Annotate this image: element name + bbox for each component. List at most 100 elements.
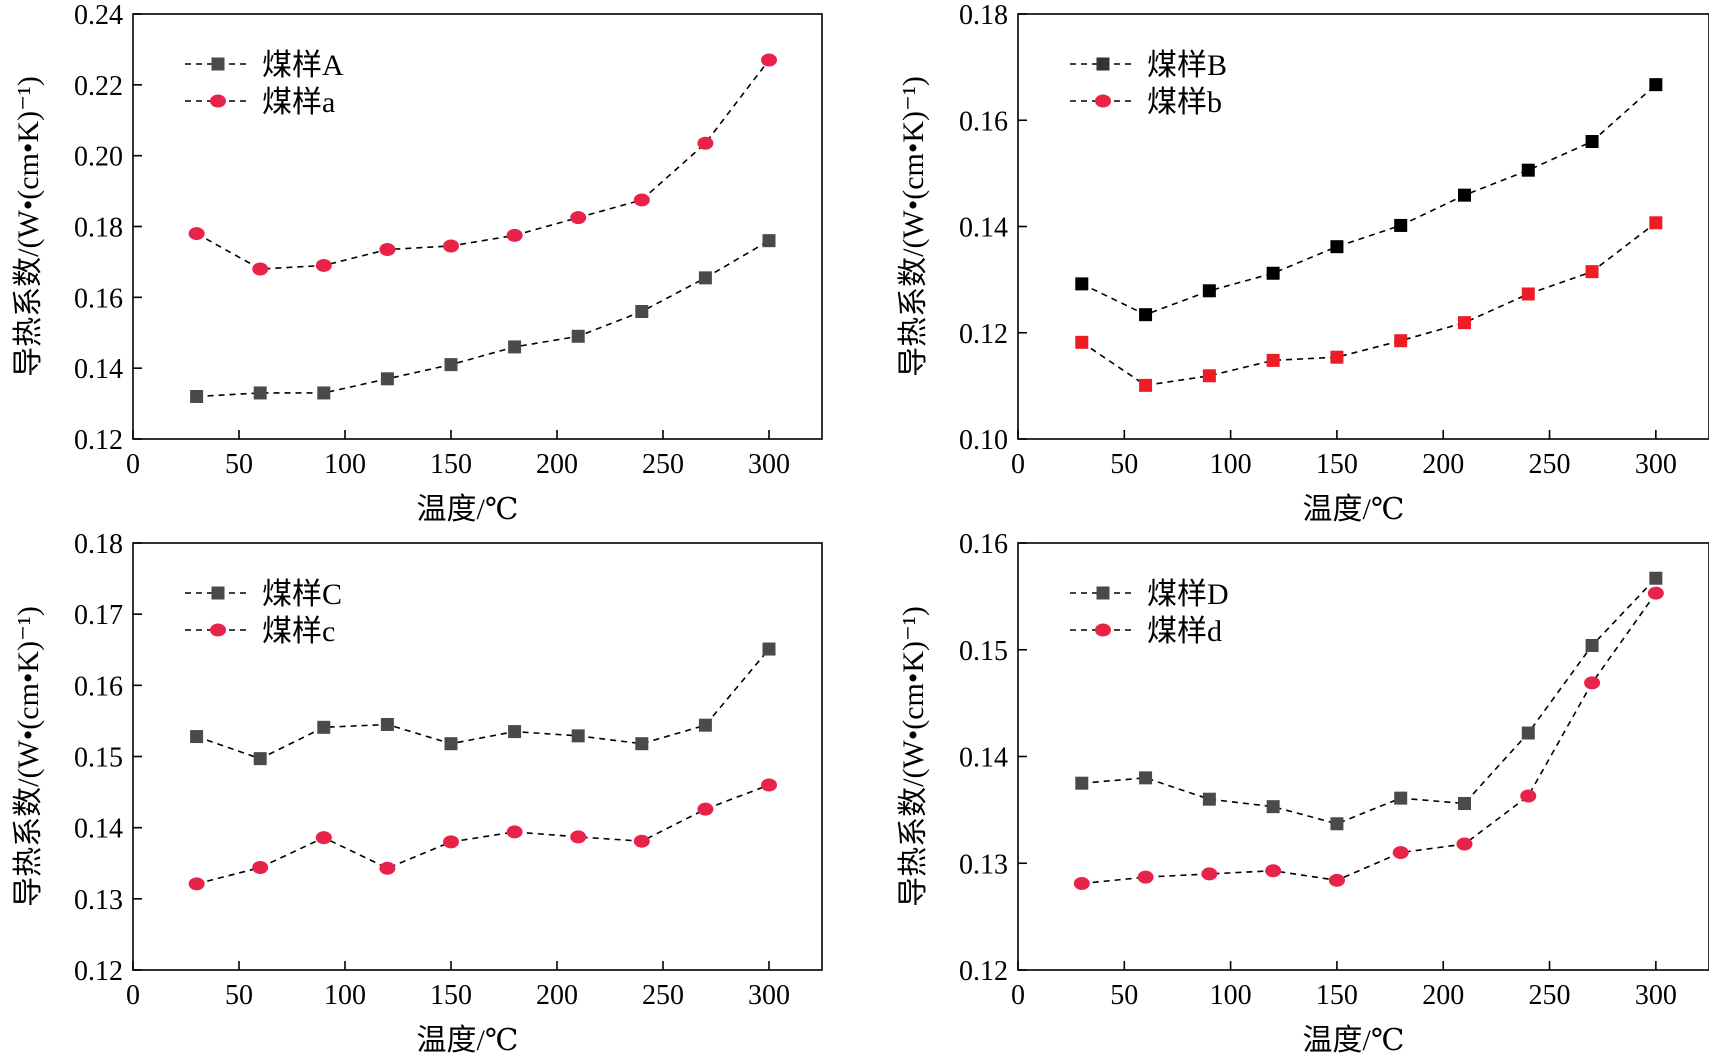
legend-label-2: 煤样c xyxy=(262,615,335,648)
data-point-series-2 xyxy=(1201,867,1218,881)
legend-marker-1 xyxy=(1096,586,1110,600)
data-point-series-1 xyxy=(508,340,522,354)
plot-frame xyxy=(132,542,823,971)
data-point-series-2 xyxy=(633,834,650,848)
data-point-series-1 xyxy=(253,752,267,766)
x-tick-label: 0 xyxy=(126,980,140,1011)
data-point-series-2 xyxy=(697,802,714,816)
x-tick-label: 250 xyxy=(642,980,684,1011)
data-point-series-2 xyxy=(1584,676,1601,690)
data-point-series-1 xyxy=(1266,800,1280,814)
data-point-series-1 xyxy=(1202,792,1216,806)
x-tick-label: 50 xyxy=(1110,449,1138,480)
x-tick-label: 200 xyxy=(1422,449,1464,480)
x-tick-label: 300 xyxy=(748,980,790,1011)
x-tick-label: 300 xyxy=(748,449,790,480)
legend-marker-2 xyxy=(1095,623,1111,637)
chart-panel-coal-b: 0 50 100 150 200 250 300 0.10 0.12 0.14 0.16 0.18 温度… xyxy=(897,0,1709,526)
data-point-series-2 xyxy=(633,193,650,207)
data-point-series-1 xyxy=(1394,791,1408,805)
data-point-series-1 xyxy=(1457,188,1471,202)
x-tick-label: 150 xyxy=(430,980,472,1011)
data-point-series-2 xyxy=(1647,586,1664,600)
x-tick-label: 0 xyxy=(126,449,140,480)
plot-frame xyxy=(1017,542,1709,971)
data-point-series-1 xyxy=(1394,218,1408,232)
x-tick-label: 150 xyxy=(430,449,472,480)
data-point-series-2 xyxy=(379,861,396,875)
data-point-series-1 xyxy=(1266,266,1280,280)
x-tick-label: 100 xyxy=(1210,449,1252,480)
legend-marker-1 xyxy=(211,57,225,71)
x-tick-label: 200 xyxy=(1422,980,1464,1011)
y-tick-label: 0.24 xyxy=(74,0,123,31)
x-tick-label: 50 xyxy=(225,449,253,480)
y-tick-label: 0.12 xyxy=(959,956,1008,987)
data-point-series-2 xyxy=(1520,789,1537,803)
legend-label-1: 煤样A xyxy=(262,49,344,82)
data-point-series-1 xyxy=(253,386,267,400)
data-point-series-1 xyxy=(1139,771,1153,785)
series-line-2 xyxy=(196,59,770,270)
data-point-series-1 xyxy=(1330,817,1344,831)
x-tick-label: 100 xyxy=(324,980,366,1011)
data-point-series-2 xyxy=(761,53,777,67)
data-point-series-2 xyxy=(506,228,523,242)
series-line-2 xyxy=(1081,222,1657,387)
x-tick-label: 0 xyxy=(1011,449,1025,480)
data-point-series-1 xyxy=(1075,277,1089,291)
data-point-series-2 xyxy=(252,861,269,875)
x-tick-label: 150 xyxy=(1316,449,1358,480)
data-point-series-1 xyxy=(635,737,649,751)
legend-label-2: 煤样a xyxy=(262,86,335,119)
legend-marker-2 xyxy=(210,94,226,108)
x-tick-label: 50 xyxy=(225,980,253,1011)
data-point-series-2 xyxy=(1202,369,1216,383)
data-point-series-2 xyxy=(1585,265,1599,279)
data-point-series-2 xyxy=(506,825,523,839)
y-tick-label: 0.10 xyxy=(959,425,1008,456)
chart-panel-coal-c: 0 50 100 150 200 250 300 0.12 0.13 0.14 0.15 0.16 0.… xyxy=(12,529,823,1057)
x-tick-label: 250 xyxy=(642,449,684,480)
data-point-series-1 xyxy=(1075,776,1089,790)
data-point-series-1 xyxy=(571,329,585,343)
data-point-series-2 xyxy=(188,877,205,891)
data-point-series-1 xyxy=(317,720,331,734)
chart-panel-coal-d: 0 50 100 150 200 250 300 0.12 0.13 0.14 0.15 0.16 温度… xyxy=(897,529,1709,1057)
x-tick-label: 50 xyxy=(1110,980,1138,1011)
data-point-series-1 xyxy=(380,717,394,731)
data-point-series-1 xyxy=(1585,638,1599,652)
data-point-series-2 xyxy=(570,830,587,844)
data-point-series-2 xyxy=(188,227,205,241)
data-point-series-2 xyxy=(1328,873,1345,887)
y-tick-label: 0.14 xyxy=(74,814,123,845)
data-point-series-1 xyxy=(1649,571,1663,585)
y-tick-label: 0.16 xyxy=(959,529,1008,560)
data-point-series-2 xyxy=(1521,287,1535,301)
data-point-series-1 xyxy=(380,372,394,386)
data-point-series-2 xyxy=(1073,877,1090,891)
data-point-series-1 xyxy=(1457,796,1471,810)
legend-marker-1 xyxy=(1096,57,1110,71)
y-tick-label: 0.16 xyxy=(74,283,123,314)
data-point-series-1 xyxy=(190,390,204,403)
data-point-series-2 xyxy=(1456,837,1473,851)
y-tick-label: 0.14 xyxy=(74,354,123,385)
x-axis-title: 温度/℃ xyxy=(417,493,519,526)
data-point-series-1 xyxy=(1521,163,1535,177)
legend-marker-2 xyxy=(210,623,226,637)
y-tick-label: 0.15 xyxy=(959,636,1008,667)
data-point-series-2 xyxy=(1330,350,1344,364)
data-point-series-2 xyxy=(379,243,396,257)
series-line-1 xyxy=(196,239,770,398)
data-point-series-1 xyxy=(698,271,712,285)
legend-marker-1 xyxy=(211,586,225,600)
data-point-series-2 xyxy=(315,258,332,272)
y-tick-label: 0.16 xyxy=(74,671,123,702)
data-point-series-1 xyxy=(698,718,712,732)
y-tick-label: 0.17 xyxy=(74,600,123,631)
y-tick-label: 0.18 xyxy=(959,0,1008,31)
data-point-series-1 xyxy=(444,358,458,372)
y-tick-label: 0.12 xyxy=(74,425,123,456)
